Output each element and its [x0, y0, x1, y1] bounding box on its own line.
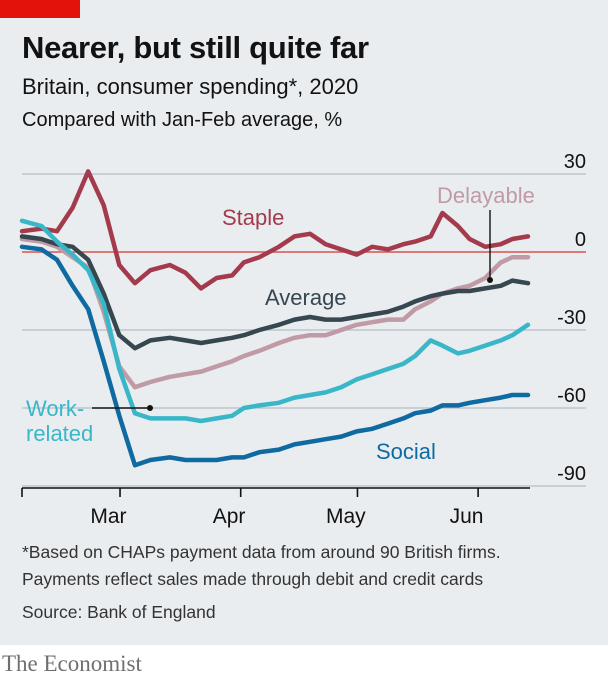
series-line-work-related [19, 218, 531, 424]
series-line-staple [19, 169, 531, 291]
series-label-3: Work- [26, 396, 84, 421]
series-label-2: Average [265, 285, 347, 310]
series-label-5: Social [376, 439, 436, 464]
series-label-4: related [26, 421, 93, 446]
leader-work-related-dot [147, 405, 153, 411]
series-label-1: Delayable [437, 183, 535, 208]
series-line-social [19, 244, 531, 468]
line-chart: 30 0 -30 -60 -90 Mar Apr May Jun Staple Delayable… [19, 151, 586, 528]
y-tick-label-1: 0 [575, 229, 586, 251]
x-tick-label-1: Apr [213, 505, 246, 528]
series-line-delayable [19, 236, 531, 390]
series-label-0: Staple [222, 205, 284, 230]
chart-labels: Staple Delayable Average Work-related Social [26, 183, 535, 464]
y-tick-label-4: -90 [557, 463, 586, 485]
brand-accent-tag [0, 0, 80, 18]
x-tick-label-3: Jun [450, 505, 484, 528]
brand-wordmark: The Economist [2, 651, 142, 676]
series-line-average [19, 234, 531, 351]
chart-subtitle: Britain, consumer spending*, 2020 [22, 74, 359, 99]
brand-footer-bar [0, 645, 608, 681]
y-tick-label-2: -30 [557, 307, 586, 329]
source-note: Source: Bank of England [22, 602, 216, 622]
x-tick-label-2: May [326, 505, 366, 528]
y-tick-label-0: 30 [564, 151, 586, 173]
x-tick-label-0: Mar [90, 505, 126, 528]
footnote-line-2: Payments reflect sales made through debi… [22, 569, 484, 589]
leader-delayable-dot [487, 277, 493, 283]
chart-title: Nearer, but still quite far [22, 30, 369, 65]
chart-series [19, 169, 531, 468]
chart-unit-note: Compared with Jan-Feb average, % [22, 109, 343, 131]
footnote-line-1: *Based on CHAPs payment data from around… [22, 542, 501, 562]
y-tick-label-3: -60 [557, 385, 586, 407]
